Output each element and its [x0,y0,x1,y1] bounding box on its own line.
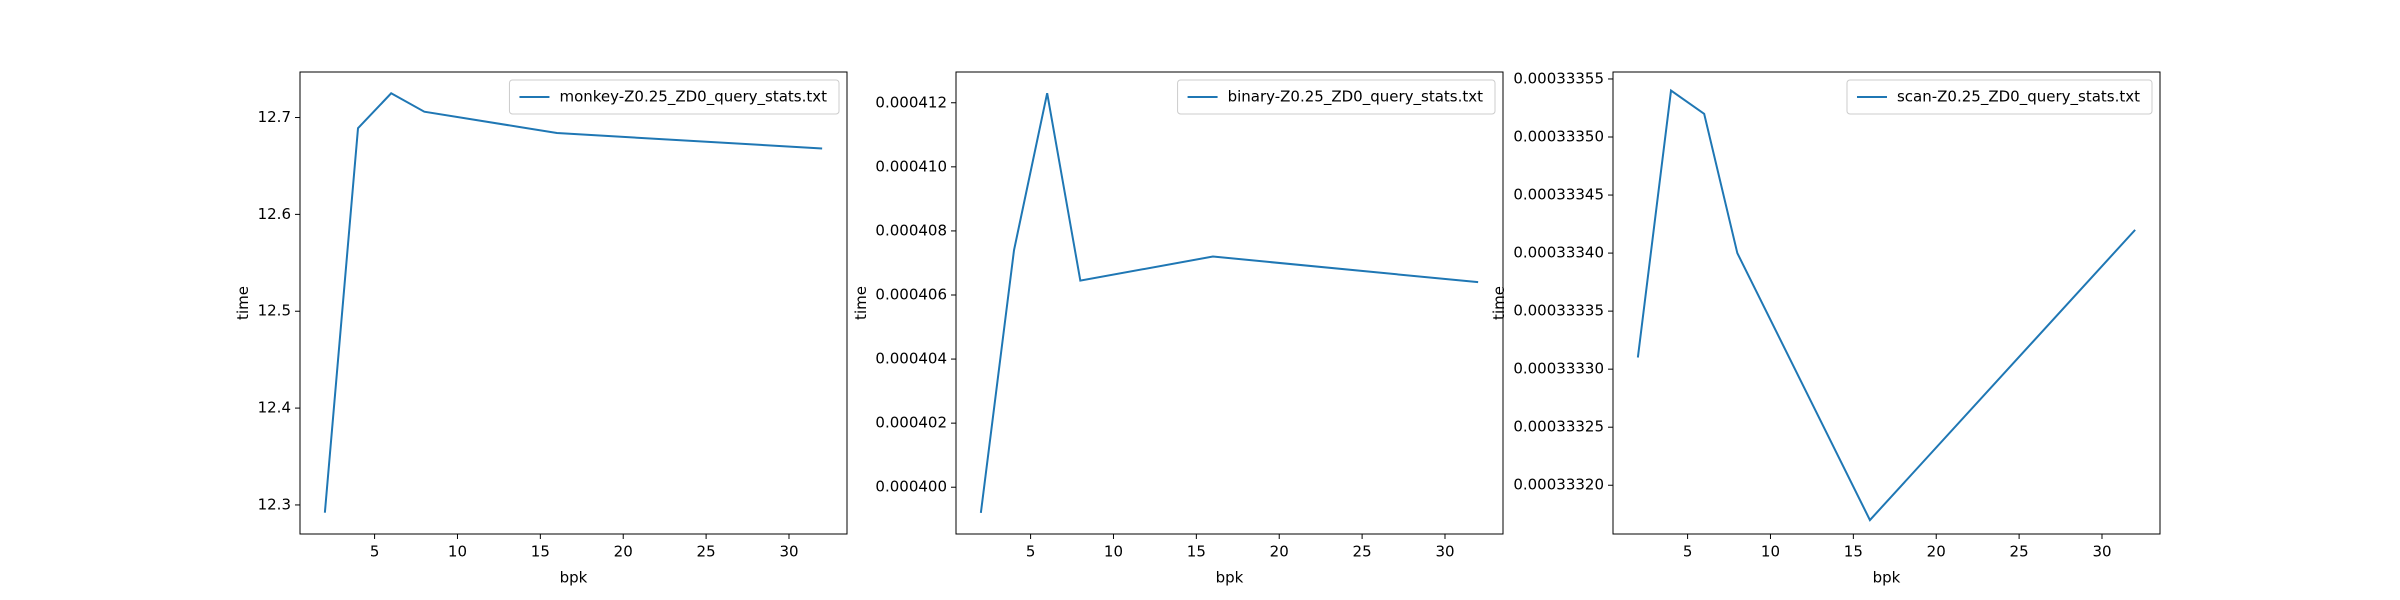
axes-frame [1612,71,2161,535]
x-tick-label: 10 [1104,543,1123,561]
x-tick-label: 20 [614,543,633,561]
y-tick-label: 0.00033335 [1513,302,1604,320]
y-tick-label: 0.00033320 [1513,476,1604,494]
y-axis-label: time [852,286,870,320]
x-tick-label: 30 [2092,543,2111,561]
y-tick-label: 0.00033330 [1513,360,1604,378]
x-axis-label: bpk [1216,569,1244,587]
x-tick-label: 5 [370,543,380,561]
y-tick-label: 0.000402 [875,414,947,432]
x-axis-label: bpk [560,569,588,587]
axes-frame [955,71,1504,535]
y-tick-label: 12.5 [258,302,291,320]
y-tick-label: 0.00033355 [1513,69,1604,87]
y-tick-label: 12.7 [258,108,291,126]
legend-label: scan-Z0.25_ZD0_query_stats.txt [1897,88,2140,107]
x-tick-label: 15 [1844,543,1863,561]
legend-box [1177,79,1496,115]
x-tick-label: 25 [1353,543,1372,561]
y-tick-label: 0.000410 [875,157,947,175]
x-tick-label: 15 [531,543,550,561]
x-tick-label: 30 [1435,543,1454,561]
y-tick-label: 12.4 [258,399,291,417]
data-line [323,92,823,513]
x-tick-label: 25 [697,543,716,561]
x-tick-label: 5 [1683,543,1693,561]
data-line [979,92,1479,513]
y-tick-label: 0.00033340 [1513,244,1604,262]
legend-label: binary-Z0.25_ZD0_query_stats.txt [1228,88,1484,107]
y-tick-label: 0.000406 [875,285,947,303]
x-axis-label: bpk [1873,569,1901,587]
axes-frame [299,71,848,535]
y-tick-label: 0.00033350 [1513,128,1604,146]
x-tick-label: 15 [1187,543,1206,561]
data-line [1636,88,2136,522]
y-tick-label: 0.000408 [875,221,947,239]
legend-label: monkey-Z0.25_ZD0_query_stats.txt [559,88,827,107]
x-tick-label: 10 [1761,543,1780,561]
x-tick-label: 30 [779,543,798,561]
legend-box [508,79,840,115]
y-axis-label: time [234,286,252,320]
y-tick-label: 0.000404 [875,350,947,368]
x-tick-label: 20 [1927,543,1946,561]
y-tick-label: 12.3 [258,495,291,513]
y-tick-label: 0.00033325 [1513,418,1604,436]
x-tick-label: 20 [1270,543,1289,561]
y-axis-label: time [1490,286,1508,320]
x-tick-label: 25 [2010,543,2029,561]
y-tick-label: 0.00033345 [1513,186,1604,204]
y-tick-label: 0.000400 [875,478,947,496]
x-tick-label: 5 [1026,543,1036,561]
legend-box [1846,79,2153,115]
y-tick-label: 0.000412 [875,93,947,111]
y-tick-label: 12.6 [258,205,291,223]
x-tick-label: 10 [448,543,467,561]
